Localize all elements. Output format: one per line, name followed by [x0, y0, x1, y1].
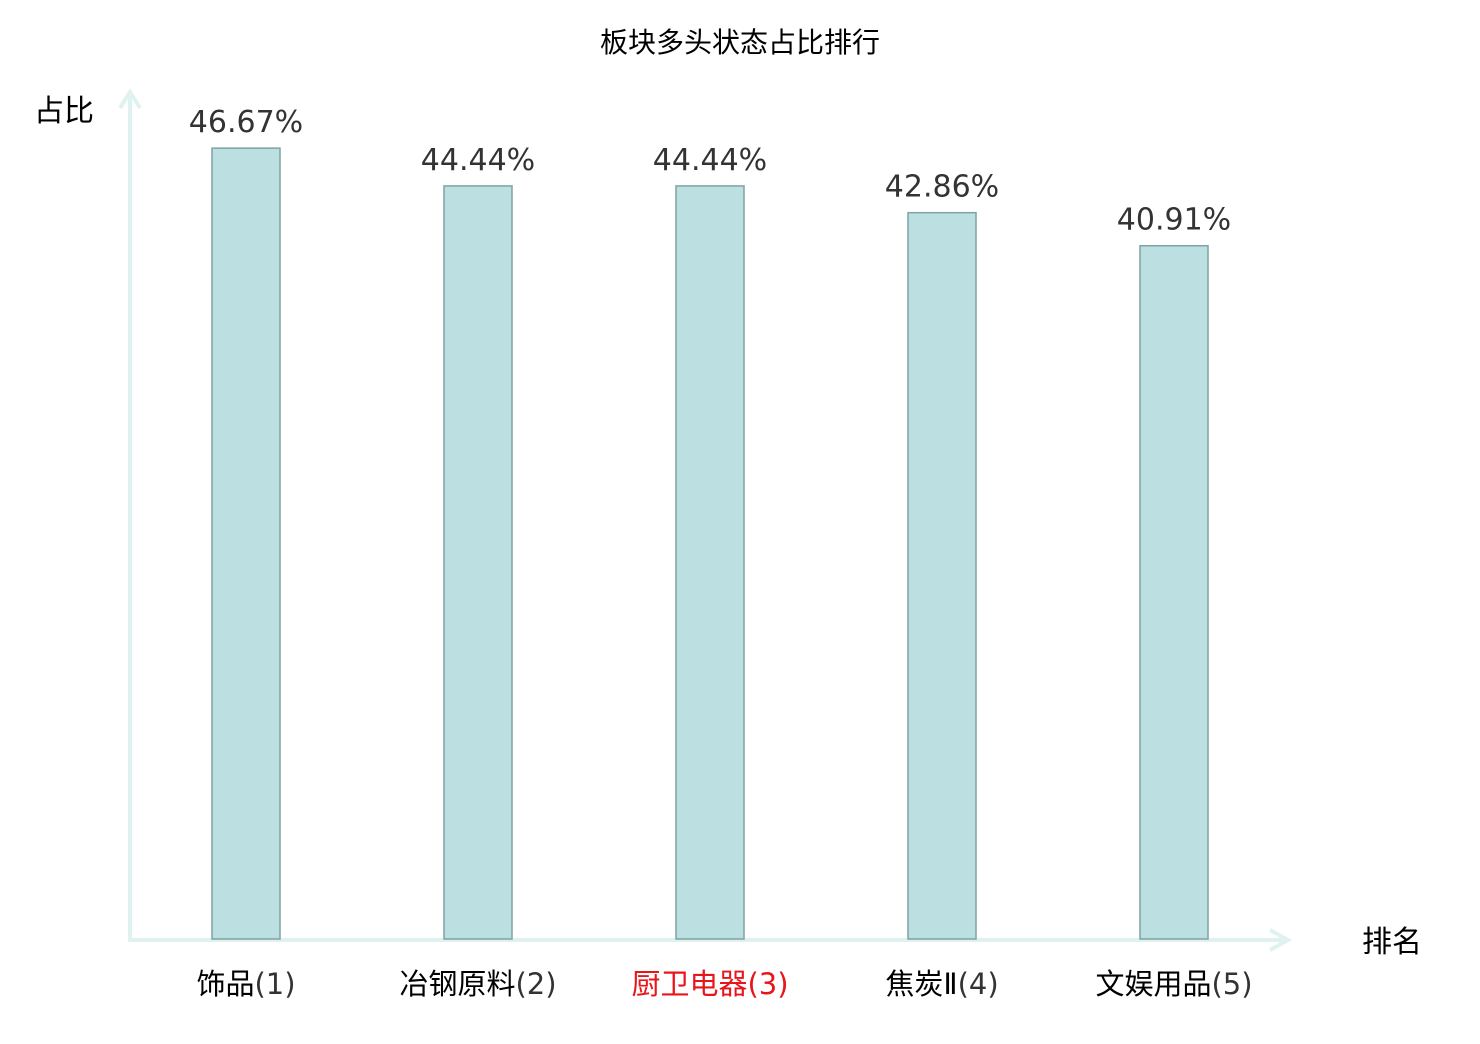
y-axis-arrow	[118, 88, 142, 110]
value-label-3: 44.44%	[653, 143, 767, 178]
category-name-5: 文娱用品	[1095, 967, 1211, 1001]
bar-3	[675, 185, 745, 940]
category-rank-1: (1)	[254, 967, 295, 1001]
category-label-5: 文娱用品(5)	[1095, 967, 1252, 1001]
value-label-4: 42.86%	[885, 170, 999, 205]
bar-1	[211, 147, 281, 940]
value-label-5: 40.91%	[1117, 203, 1231, 238]
category-label-3: 厨卫电器(3)	[631, 967, 788, 1001]
category-rank-4: (4)	[958, 967, 999, 1001]
axes	[118, 88, 1293, 952]
category-rank-2: (2)	[515, 967, 556, 1001]
bar-2	[443, 185, 513, 940]
bar-5	[1139, 244, 1209, 940]
value-label-1: 46.67%	[189, 105, 303, 140]
x-axis-label: 排名	[1362, 925, 1422, 960]
category-label-1: 饰品(1)	[196, 967, 295, 1001]
bar-4	[907, 211, 977, 940]
value-label-2: 44.44%	[421, 143, 535, 178]
category-label-2: 冶钢原料(2)	[399, 967, 556, 1001]
bars-group	[211, 147, 1209, 940]
category-label-4: 焦炭Ⅱ(4)	[885, 967, 998, 1001]
category-rank-5: (5)	[1211, 967, 1252, 1001]
category-name-4: 焦炭Ⅱ	[885, 967, 957, 1001]
category-name-2: 冶钢原料	[399, 967, 515, 1001]
category-name-1: 饰品	[196, 967, 254, 1001]
category-labels-group: 饰品(1) 冶钢原料(2) 厨卫电器(3) 焦炭Ⅱ(4) 文娱用品(5)	[196, 967, 1252, 1001]
value-labels-group: 46.67% 44.44% 44.44% 42.86% 40.91%	[189, 105, 1231, 238]
category-name-3: 厨卫电器	[631, 967, 747, 1001]
chart-title: 板块多头状态占比排行	[600, 26, 880, 59]
y-axis-label: 占比	[34, 94, 94, 129]
category-rank-3: (3)	[747, 967, 788, 1001]
x-axis-arrow	[1269, 928, 1293, 952]
